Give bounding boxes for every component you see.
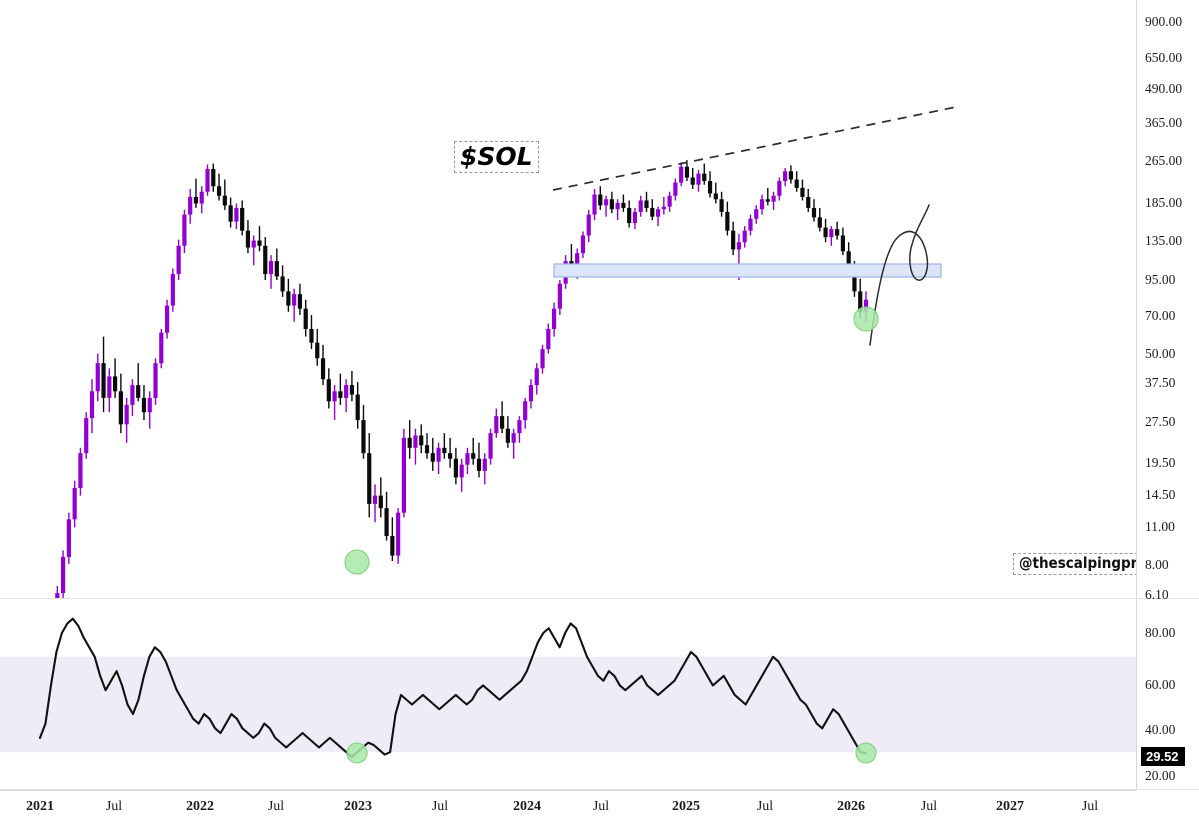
time-axis-month: Jul <box>267 799 285 814</box>
price-bottom-2026-marker <box>853 306 879 332</box>
price-panel[interactable]: $SOL @thescalpingpro <box>0 0 1153 756</box>
rsi-axis-tick: 60.00 <box>1145 677 1176 692</box>
price-axis-tick: 37.50 <box>1145 375 1176 390</box>
time-axis-year: 2026 <box>837 799 865 814</box>
rsi-panel[interactable] <box>0 599 1136 789</box>
support-band-overlay <box>553 263 942 278</box>
price-axis-tick: 19.50 <box>1145 455 1176 470</box>
rsi-axis[interactable]: 80.00 60.00 40.00 20.00 29.52 <box>1136 599 1199 789</box>
price-axis-tick: 70.00 <box>1145 308 1176 323</box>
price-axis-tick: 900.00 <box>1145 14 1183 29</box>
price-axis-tick: 185.00 <box>1145 195 1183 210</box>
price-axis-tick: 650.00 <box>1145 50 1183 65</box>
price-axis-tick: 490.00 <box>1145 81 1183 96</box>
rsi-bottom-2026-marker <box>855 742 877 764</box>
rsi-current-value-badge: 29.52 <box>1141 747 1185 766</box>
price-axis-tick: 50.00 <box>1145 346 1176 361</box>
time-axis-month: Jul <box>592 799 610 814</box>
time-axis-year: 2025 <box>672 799 700 814</box>
time-axis-year: 2023 <box>344 799 372 814</box>
panel-divider <box>0 598 1199 599</box>
time-axis-month: Jul <box>1081 799 1099 814</box>
time-axis-month: Jul <box>756 799 774 814</box>
price-axis[interactable]: 900.00 650.00 490.00 365.00 265.00 185.00 135.… <box>1136 0 1199 601</box>
price-axis-tick: 8.00 <box>1145 557 1169 572</box>
price-axis-tick: 95.00 <box>1145 272 1176 287</box>
time-axis-year: 2021 <box>26 799 54 814</box>
rsi-axis-tick: 80.00 <box>1145 625 1176 640</box>
time-axis-month: Jul <box>431 799 449 814</box>
price-axis-tick: 11.00 <box>1145 519 1175 534</box>
watermark-label: @thescalpingpro <box>1013 553 1153 575</box>
time-axis-year: 2022 <box>186 799 214 814</box>
time-axis-month: Jul <box>920 799 938 814</box>
rsi-axis-tick: 40.00 <box>1145 722 1176 737</box>
rsi-bottom-divider <box>0 789 1199 790</box>
price-axis-tick: 265.00 <box>1145 153 1183 168</box>
symbol-label: $SOL <box>454 141 539 173</box>
time-axis-month: Jul <box>105 799 123 814</box>
price-axis-tick: 14.50 <box>1145 487 1176 502</box>
price-axis-tick: 27.50 <box>1145 414 1176 429</box>
time-axis-year: 2027 <box>996 799 1024 814</box>
rsi-bottom-2023-marker <box>346 742 368 764</box>
rsi-line <box>0 617 1136 764</box>
price-annotations-overlay <box>344 106 957 575</box>
price-axis-tick: 6.10 <box>1145 587 1169 602</box>
price-axis-tick: 135.00 <box>1145 233 1183 248</box>
price-bottom-2023-marker <box>344 549 370 575</box>
time-axis[interactable]: 2021 Jul 2022 Jul 2023 Jul 2024 Jul 2025 Jul 2026 J… <box>0 790 1136 825</box>
rsi-axis-tick: 20.00 <box>1145 768 1176 783</box>
price-axis-tick: 365.00 <box>1145 115 1183 130</box>
time-axis-year: 2024 <box>513 799 541 814</box>
